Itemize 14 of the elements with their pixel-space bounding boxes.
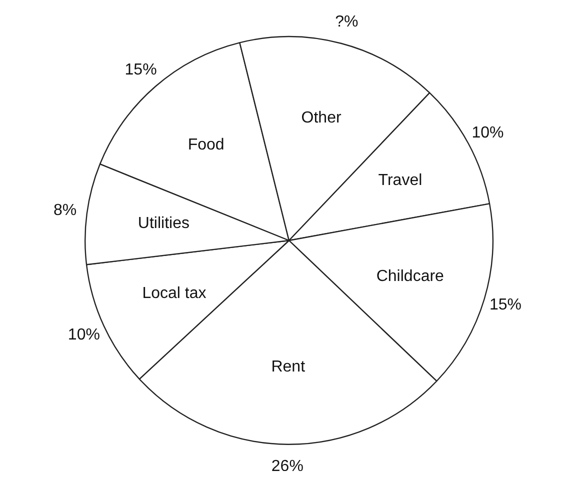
data-label: 10% (68, 326, 100, 344)
slice-label: Food (188, 136, 224, 154)
data-label: 15% (489, 296, 522, 314)
slice-label: Childcare (376, 268, 444, 286)
slice-label: Travel (378, 172, 422, 189)
slice-label: Other (301, 110, 342, 127)
slice-label: Rent (271, 358, 306, 376)
data-label: 8% (54, 202, 77, 220)
data-label: 15% (124, 61, 157, 78)
data-label: ?% (335, 14, 358, 30)
data-label: 10% (472, 124, 504, 142)
data-label: 26% (271, 458, 304, 475)
slice-label: Local tax (142, 284, 206, 302)
slice-label: Utilities (138, 215, 190, 232)
